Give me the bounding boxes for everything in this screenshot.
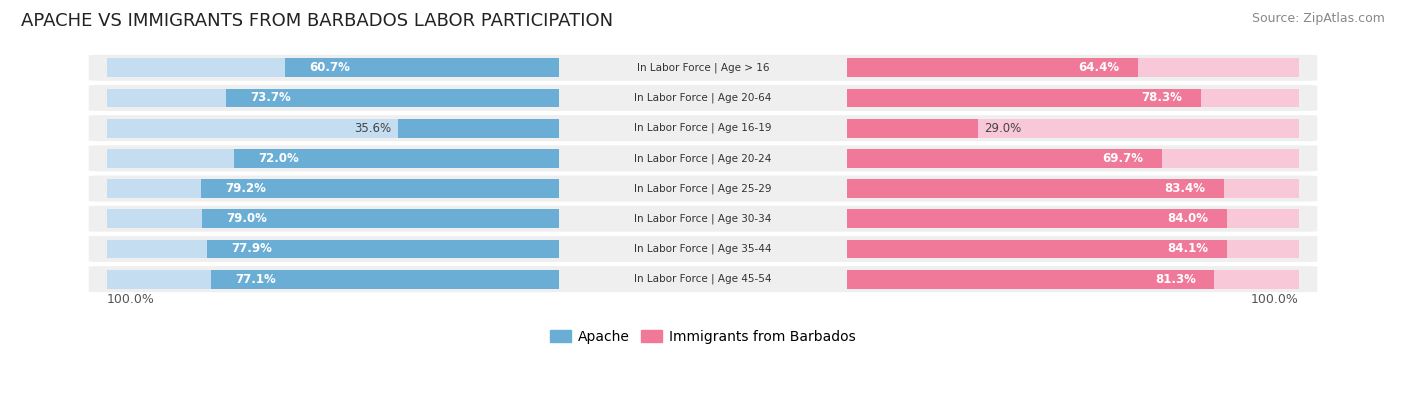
- FancyBboxPatch shape: [89, 145, 1317, 171]
- Bar: [201, 179, 558, 198]
- Bar: [848, 240, 1299, 258]
- FancyBboxPatch shape: [89, 175, 1317, 201]
- Text: In Labor Force | Age 20-64: In Labor Force | Age 20-64: [634, 93, 772, 103]
- Text: 100.0%: 100.0%: [107, 293, 155, 306]
- Text: In Labor Force | Age 20-24: In Labor Force | Age 20-24: [634, 153, 772, 164]
- Text: 77.9%: 77.9%: [232, 243, 273, 256]
- Bar: [207, 240, 558, 258]
- Text: 79.2%: 79.2%: [225, 182, 267, 195]
- Bar: [233, 149, 558, 168]
- FancyBboxPatch shape: [89, 206, 1317, 232]
- FancyBboxPatch shape: [89, 266, 1317, 292]
- Text: 77.1%: 77.1%: [235, 273, 276, 286]
- Text: In Labor Force | Age 25-29: In Labor Force | Age 25-29: [634, 183, 772, 194]
- Text: 64.4%: 64.4%: [1078, 61, 1119, 74]
- Bar: [848, 179, 1223, 198]
- Text: In Labor Force | Age 35-44: In Labor Force | Age 35-44: [634, 244, 772, 254]
- Text: 84.0%: 84.0%: [1167, 212, 1208, 225]
- Text: APACHE VS IMMIGRANTS FROM BARBADOS LABOR PARTICIPATION: APACHE VS IMMIGRANTS FROM BARBADOS LABOR…: [21, 12, 613, 30]
- Text: 35.6%: 35.6%: [354, 122, 392, 135]
- Text: 69.7%: 69.7%: [1102, 152, 1143, 165]
- FancyBboxPatch shape: [89, 236, 1317, 262]
- Text: 81.3%: 81.3%: [1156, 273, 1197, 286]
- Bar: [211, 270, 558, 288]
- FancyBboxPatch shape: [89, 85, 1317, 111]
- Text: 84.1%: 84.1%: [1167, 243, 1209, 256]
- Bar: [284, 58, 558, 77]
- Bar: [202, 209, 558, 228]
- Text: 83.4%: 83.4%: [1164, 182, 1205, 195]
- Bar: [107, 209, 558, 228]
- Bar: [848, 88, 1299, 107]
- Bar: [107, 58, 558, 77]
- Text: 29.0%: 29.0%: [984, 122, 1022, 135]
- Bar: [848, 149, 1161, 168]
- Bar: [848, 88, 1201, 107]
- Text: In Labor Force | Age 45-54: In Labor Force | Age 45-54: [634, 274, 772, 284]
- Bar: [398, 119, 558, 137]
- Bar: [848, 209, 1299, 228]
- Bar: [107, 270, 558, 288]
- FancyBboxPatch shape: [89, 55, 1317, 81]
- Legend: Apache, Immigrants from Barbados: Apache, Immigrants from Barbados: [544, 324, 862, 349]
- Text: In Labor Force | Age 16-19: In Labor Force | Age 16-19: [634, 123, 772, 134]
- Text: 79.0%: 79.0%: [226, 212, 267, 225]
- Bar: [848, 179, 1299, 198]
- Text: 73.7%: 73.7%: [250, 91, 291, 104]
- Bar: [107, 240, 558, 258]
- Text: 78.3%: 78.3%: [1142, 91, 1182, 104]
- Text: 100.0%: 100.0%: [1251, 293, 1299, 306]
- Text: In Labor Force | Age 30-34: In Labor Force | Age 30-34: [634, 213, 772, 224]
- Bar: [107, 88, 558, 107]
- Bar: [848, 119, 979, 137]
- Bar: [848, 149, 1299, 168]
- Text: 72.0%: 72.0%: [259, 152, 299, 165]
- Text: In Labor Force | Age > 16: In Labor Force | Age > 16: [637, 62, 769, 73]
- Text: 60.7%: 60.7%: [309, 61, 350, 74]
- Bar: [848, 270, 1215, 288]
- Bar: [848, 119, 1299, 137]
- Bar: [226, 88, 558, 107]
- Bar: [848, 58, 1137, 77]
- Bar: [848, 58, 1299, 77]
- Bar: [107, 179, 558, 198]
- Bar: [107, 119, 558, 137]
- Bar: [848, 240, 1227, 258]
- Bar: [848, 209, 1226, 228]
- Bar: [848, 270, 1299, 288]
- FancyBboxPatch shape: [89, 115, 1317, 141]
- Text: Source: ZipAtlas.com: Source: ZipAtlas.com: [1251, 12, 1385, 25]
- Bar: [107, 149, 558, 168]
